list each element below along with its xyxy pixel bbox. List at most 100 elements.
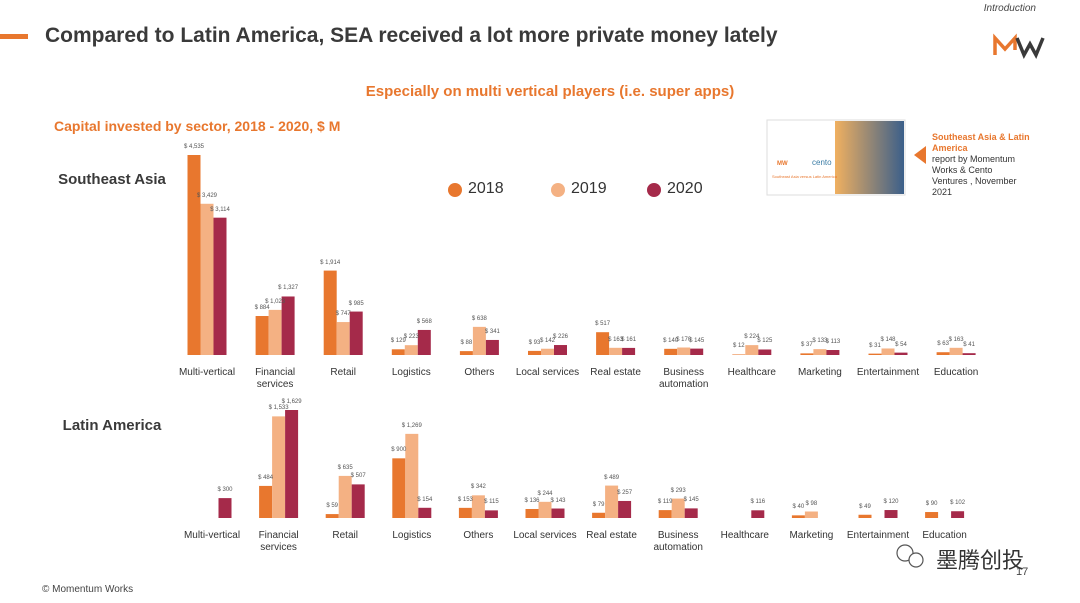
bar xyxy=(525,508,539,518)
value-label: $ 63 xyxy=(937,341,949,348)
report-text: report by Momentum Works & Cento Venture… xyxy=(932,154,1017,197)
region-title: Latin America xyxy=(62,417,162,434)
bar xyxy=(281,296,295,355)
bar xyxy=(804,511,818,518)
value-label: $ 224 xyxy=(744,334,760,341)
bar xyxy=(677,347,691,355)
bar xyxy=(187,155,201,355)
value-label: $ 119 xyxy=(657,499,673,506)
value-label: $ 54 xyxy=(895,341,907,348)
bar xyxy=(391,349,405,355)
region-title: Southeast Asia xyxy=(58,171,166,188)
bar xyxy=(884,510,898,518)
bar xyxy=(690,348,704,355)
bar xyxy=(758,349,772,355)
value-label: $ 635 xyxy=(337,464,353,471)
value-label: $ 12 xyxy=(732,343,745,350)
value-label: $ 79 xyxy=(592,501,605,508)
bar xyxy=(622,347,636,355)
title-accent xyxy=(0,34,28,39)
value-label: $ 900 xyxy=(391,447,407,454)
bar xyxy=(962,353,976,355)
category-label: Logistics xyxy=(392,530,432,541)
bar xyxy=(541,348,554,355)
value-label: $ 129 xyxy=(390,338,406,345)
value-label: $ 93 xyxy=(528,339,541,346)
bar xyxy=(949,347,963,355)
bar xyxy=(351,484,365,518)
value-label: $ 1,914 xyxy=(320,259,341,266)
bar xyxy=(268,309,282,355)
value-label: $ 293 xyxy=(670,487,686,494)
value-label: $ 342 xyxy=(470,484,486,491)
value-label: $ 136 xyxy=(524,497,540,504)
value-label: $ 3,114 xyxy=(210,206,230,213)
section-label: Introduction xyxy=(983,3,1036,14)
value-label: $ 638 xyxy=(471,315,487,322)
value-label: $ 300 xyxy=(217,487,233,494)
category-label: Business automation xyxy=(658,367,709,390)
bar xyxy=(551,508,565,518)
bar xyxy=(528,350,541,355)
value-label: $ 747 xyxy=(335,311,351,318)
page-number: 17 xyxy=(1016,566,1029,578)
category-label: Healthcare xyxy=(720,530,769,541)
value-label: $ 489 xyxy=(604,474,620,481)
slide-title: Compared to Latin America, SEA received … xyxy=(45,24,778,47)
value-label: $ 1,023 xyxy=(265,298,286,305)
category-label: Local services xyxy=(513,530,577,541)
value-label: $ 1,533 xyxy=(268,405,289,412)
bar xyxy=(826,350,840,355)
wechat-icon xyxy=(896,544,924,568)
category-label: Education xyxy=(933,367,979,378)
bar xyxy=(554,345,567,355)
bar xyxy=(596,332,610,355)
bar xyxy=(285,410,299,518)
value-label: $ 985 xyxy=(348,300,364,307)
value-label: $ 884 xyxy=(254,305,270,311)
bar xyxy=(881,348,895,355)
category-label: Business automation xyxy=(653,530,703,553)
value-label: $ 161 xyxy=(621,336,637,343)
category-label: Multi-vertical xyxy=(178,367,236,378)
value-label: $ 226 xyxy=(552,334,569,341)
bar xyxy=(618,500,632,518)
bar xyxy=(392,458,406,518)
value-label: $ 102 xyxy=(950,500,966,507)
category-label: Logistics xyxy=(391,367,431,378)
bar xyxy=(484,510,498,518)
value-label: $ 148 xyxy=(880,337,896,344)
bar xyxy=(404,345,418,355)
category-label: Marketing xyxy=(797,367,842,378)
thumbnail-title: Southeast Asia versus Latin America xyxy=(772,174,838,179)
value-label: $ 4,535 xyxy=(183,144,205,150)
bar xyxy=(255,316,269,355)
bar xyxy=(684,508,698,518)
bar xyxy=(936,352,950,355)
value-label: $ 170 xyxy=(676,336,692,343)
value-label: $ 154 xyxy=(417,496,433,503)
bar xyxy=(800,353,814,355)
bar xyxy=(858,514,872,518)
category-label: Others xyxy=(464,367,495,378)
value-label: $ 98 xyxy=(805,500,818,507)
value-label: $ 133 xyxy=(812,338,828,345)
value-label: $ 116 xyxy=(750,499,766,506)
watermark: 墨腾创投 xyxy=(936,548,1025,573)
category-label: Others xyxy=(463,530,494,541)
bar xyxy=(459,351,473,355)
thumbnail-brand: cento xyxy=(812,158,832,167)
value-label: $ 49 xyxy=(859,503,871,510)
category-label: Retail xyxy=(330,367,356,378)
bar xyxy=(272,416,286,518)
legend-label: 2020 xyxy=(667,180,703,197)
value-label: $ 341 xyxy=(484,328,500,335)
legend-label: 2019 xyxy=(571,180,607,197)
value-label: $ 142 xyxy=(539,337,556,344)
value-label: $ 40 xyxy=(792,504,805,511)
bar xyxy=(751,510,765,518)
category-label: Multi-vertical xyxy=(183,530,241,541)
legend-marker xyxy=(647,183,661,197)
value-label: $ 507 xyxy=(350,473,366,480)
